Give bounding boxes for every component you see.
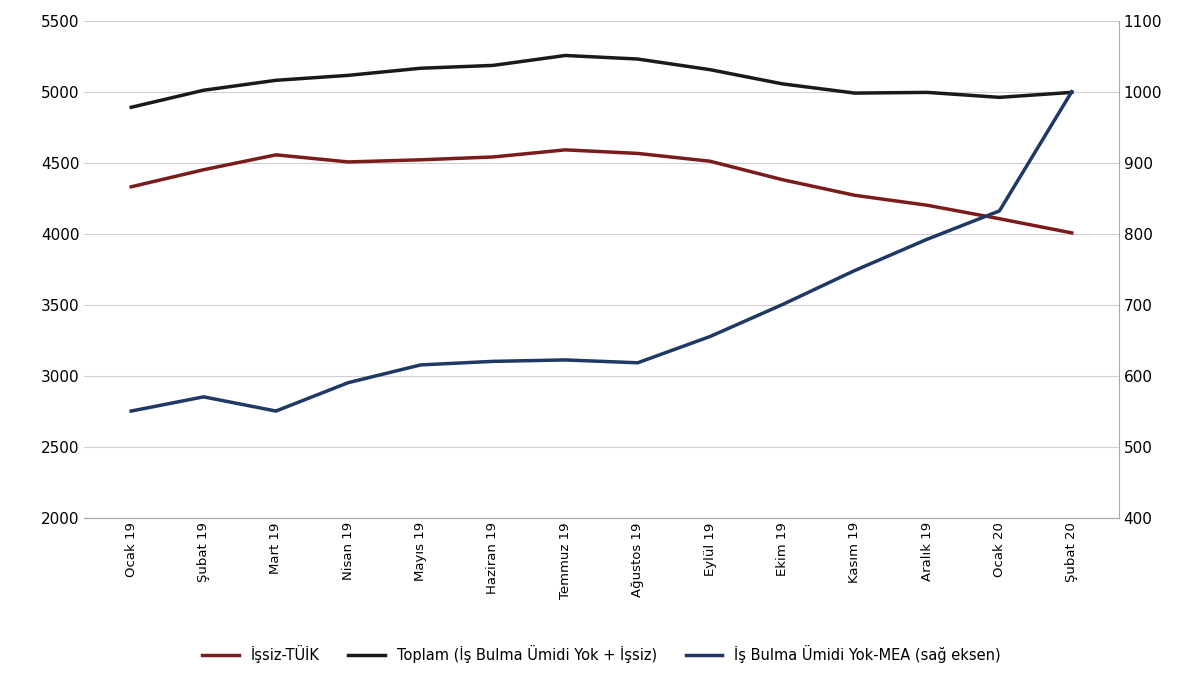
İşsiz-TÜİK — [775, 175, 789, 184]
İş Bulma Ümidi Yok-MEA (sağ eksen) — [775, 300, 789, 308]
İşsiz-TÜİK — [342, 158, 356, 166]
İşsiz-TÜİK — [124, 183, 138, 191]
İşsiz-TÜİK — [847, 191, 861, 199]
Toplam (İş Bulma Ümidi Yok + İşsiz) — [992, 93, 1007, 101]
İş Bulma Ümidi Yok-MEA (sağ eksen) — [847, 266, 861, 275]
İş Bulma Ümidi Yok-MEA (sağ eksen) — [1065, 88, 1079, 96]
İşsiz-TÜİK — [703, 157, 717, 166]
İşsiz-TÜİK — [1065, 229, 1079, 237]
İşsiz-TÜİK — [630, 149, 645, 157]
İş Bulma Ümidi Yok-MEA (sağ eksen) — [992, 207, 1007, 215]
Toplam (İş Bulma Ümidi Yok + İşsiz) — [342, 71, 356, 79]
İşsiz-TÜİK — [196, 166, 211, 174]
İşsiz-TÜİK — [268, 150, 283, 159]
İşsiz-TÜİK — [992, 215, 1007, 223]
İşsiz-TÜİK — [920, 201, 935, 209]
Toplam (İş Bulma Ümidi Yok + İşsiz) — [196, 86, 211, 95]
İşsiz-TÜİK — [558, 146, 573, 154]
İş Bulma Ümidi Yok-MEA (sağ eksen) — [920, 235, 935, 244]
Toplam (İş Bulma Ümidi Yok + İşsiz) — [414, 64, 428, 72]
Toplam (İş Bulma Ümidi Yok + İşsiz) — [703, 66, 717, 74]
Line: Toplam (İş Bulma Ümidi Yok + İşsiz): Toplam (İş Bulma Ümidi Yok + İşsiz) — [131, 55, 1072, 107]
Toplam (İş Bulma Ümidi Yok + İşsiz) — [1065, 88, 1079, 97]
İş Bulma Ümidi Yok-MEA (sağ eksen) — [630, 359, 645, 367]
Legend: İşsiz-TÜİK, Toplam (İş Bulma Ümidi Yok + İşsiz), İş Bulma Ümidi Yok-MEA (sağ eks: İşsiz-TÜİK, Toplam (İş Bulma Ümidi Yok +… — [196, 639, 1007, 669]
İş Bulma Ümidi Yok-MEA (sağ eksen) — [196, 393, 211, 401]
Toplam (İş Bulma Ümidi Yok + İşsiz) — [775, 80, 789, 88]
Toplam (İş Bulma Ümidi Yok + İşsiz) — [920, 88, 935, 97]
İş Bulma Ümidi Yok-MEA (sağ eksen) — [486, 357, 500, 366]
İş Bulma Ümidi Yok-MEA (sağ eksen) — [414, 361, 428, 369]
Toplam (İş Bulma Ümidi Yok + İşsiz) — [558, 51, 573, 59]
İş Bulma Ümidi Yok-MEA (sağ eksen) — [558, 356, 573, 364]
Toplam (İş Bulma Ümidi Yok + İşsiz) — [630, 55, 645, 63]
İş Bulma Ümidi Yok-MEA (sağ eksen) — [268, 407, 283, 415]
Line: İş Bulma Ümidi Yok-MEA (sağ eksen): İş Bulma Ümidi Yok-MEA (sağ eksen) — [131, 92, 1072, 411]
İş Bulma Ümidi Yok-MEA (sağ eksen) — [124, 407, 138, 415]
Toplam (İş Bulma Ümidi Yok + İşsiz) — [268, 76, 283, 84]
İşsiz-TÜİK — [486, 152, 500, 161]
Line: İşsiz-TÜİK: İşsiz-TÜİK — [131, 150, 1072, 233]
Toplam (İş Bulma Ümidi Yok + İşsiz) — [486, 61, 500, 70]
Toplam (İş Bulma Ümidi Yok + İşsiz) — [124, 103, 138, 111]
İş Bulma Ümidi Yok-MEA (sağ eksen) — [342, 379, 356, 387]
İş Bulma Ümidi Yok-MEA (sağ eksen) — [703, 333, 717, 341]
Toplam (İş Bulma Ümidi Yok + İşsiz) — [847, 89, 861, 97]
İşsiz-TÜİK — [414, 156, 428, 164]
